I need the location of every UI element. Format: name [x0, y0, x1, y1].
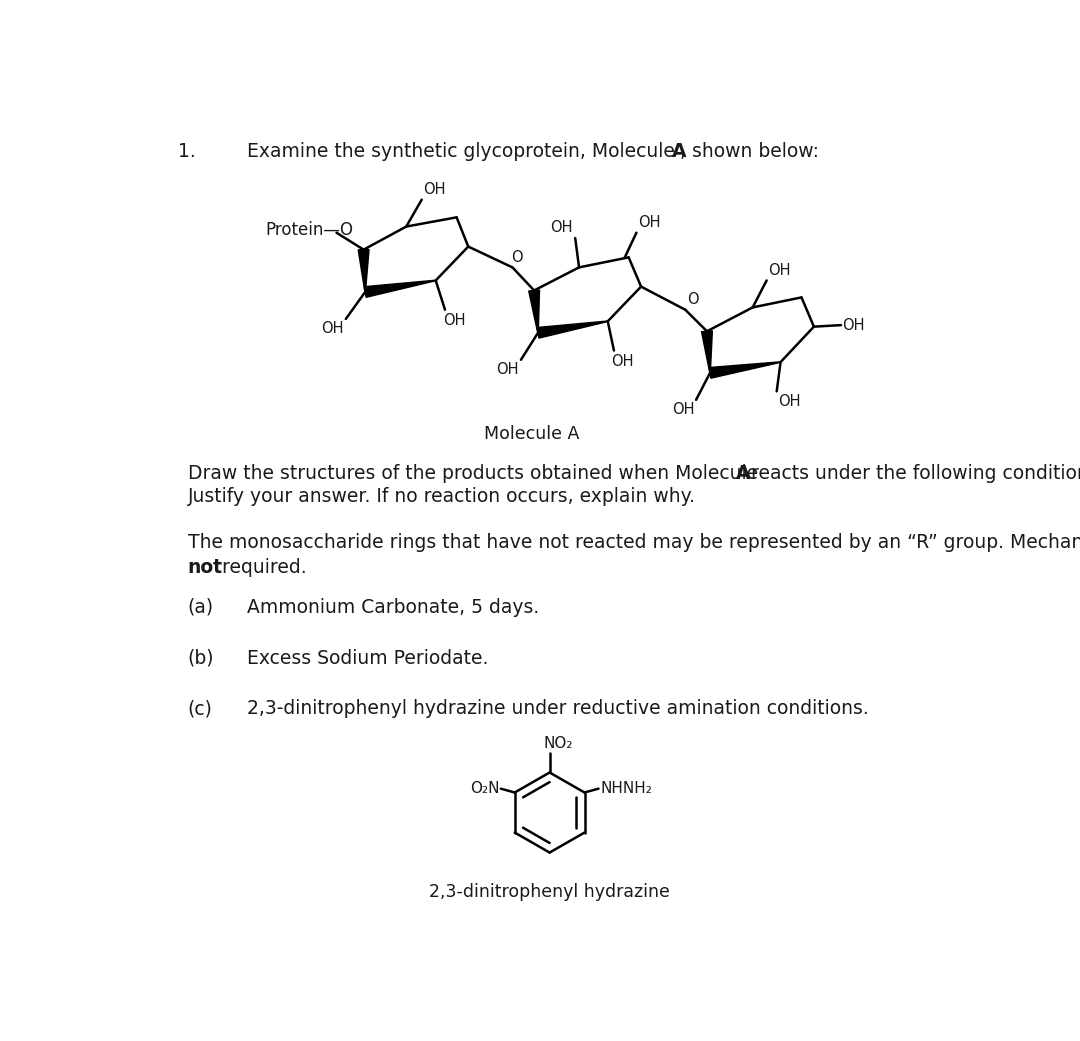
Text: A: A: [672, 142, 687, 161]
Text: Excess Sodium Periodate.: Excess Sodium Periodate.: [247, 649, 489, 667]
Text: A: A: [737, 463, 751, 483]
Polygon shape: [529, 290, 540, 333]
Text: O₂N: O₂N: [470, 781, 499, 796]
Text: (a): (a): [188, 598, 214, 616]
Text: Justify your answer. If no reaction occurs, explain why.: Justify your answer. If no reaction occu…: [188, 487, 696, 506]
Text: OH: OH: [779, 395, 800, 409]
Text: The monosaccharide rings that have not reacted may be represented by an “R” grou: The monosaccharide rings that have not r…: [188, 533, 1080, 552]
Text: required.: required.: [216, 558, 307, 577]
Text: 1.: 1.: [177, 142, 195, 161]
Polygon shape: [702, 331, 713, 373]
Text: reacts under the following conditions.: reacts under the following conditions.: [745, 463, 1080, 483]
Text: OH: OH: [768, 263, 791, 278]
Polygon shape: [359, 250, 369, 293]
Text: OH: OH: [321, 322, 343, 336]
Text: OH: OH: [551, 220, 572, 235]
Text: OH: OH: [444, 312, 465, 328]
Text: 2,3-dinitrophenyl hydrazine under reductive amination conditions.: 2,3-dinitrophenyl hydrazine under reduct…: [247, 700, 869, 718]
Text: OH: OH: [611, 354, 634, 369]
Text: O: O: [687, 293, 699, 307]
Text: Ammonium Carbonate, 5 days.: Ammonium Carbonate, 5 days.: [247, 598, 540, 616]
Text: 2,3-dinitrophenyl hydrazine: 2,3-dinitrophenyl hydrazine: [429, 884, 670, 902]
Text: Examine the synthetic glycoprotein, Molecule: Examine the synthetic glycoprotein, Mole…: [247, 142, 681, 161]
Text: Draw the structures of the products obtained when Molecule: Draw the structures of the products obta…: [188, 463, 764, 483]
Text: O: O: [511, 250, 523, 265]
Text: NHNH₂: NHNH₂: [600, 781, 652, 796]
Polygon shape: [364, 280, 435, 298]
Text: Protein—O: Protein—O: [266, 222, 353, 239]
Text: not: not: [188, 558, 222, 577]
Text: OH: OH: [672, 402, 694, 417]
Text: OH: OH: [842, 318, 865, 333]
Text: NO₂: NO₂: [543, 736, 572, 751]
Polygon shape: [537, 321, 608, 338]
Text: , shown below:: , shown below:: [679, 142, 819, 161]
Text: (b): (b): [188, 649, 214, 667]
Text: OH: OH: [496, 362, 518, 377]
Text: Molecule A: Molecule A: [484, 425, 579, 443]
Text: (c): (c): [188, 700, 213, 718]
Text: OH: OH: [638, 215, 661, 230]
Text: OH: OH: [423, 182, 446, 198]
Polygon shape: [710, 362, 781, 378]
